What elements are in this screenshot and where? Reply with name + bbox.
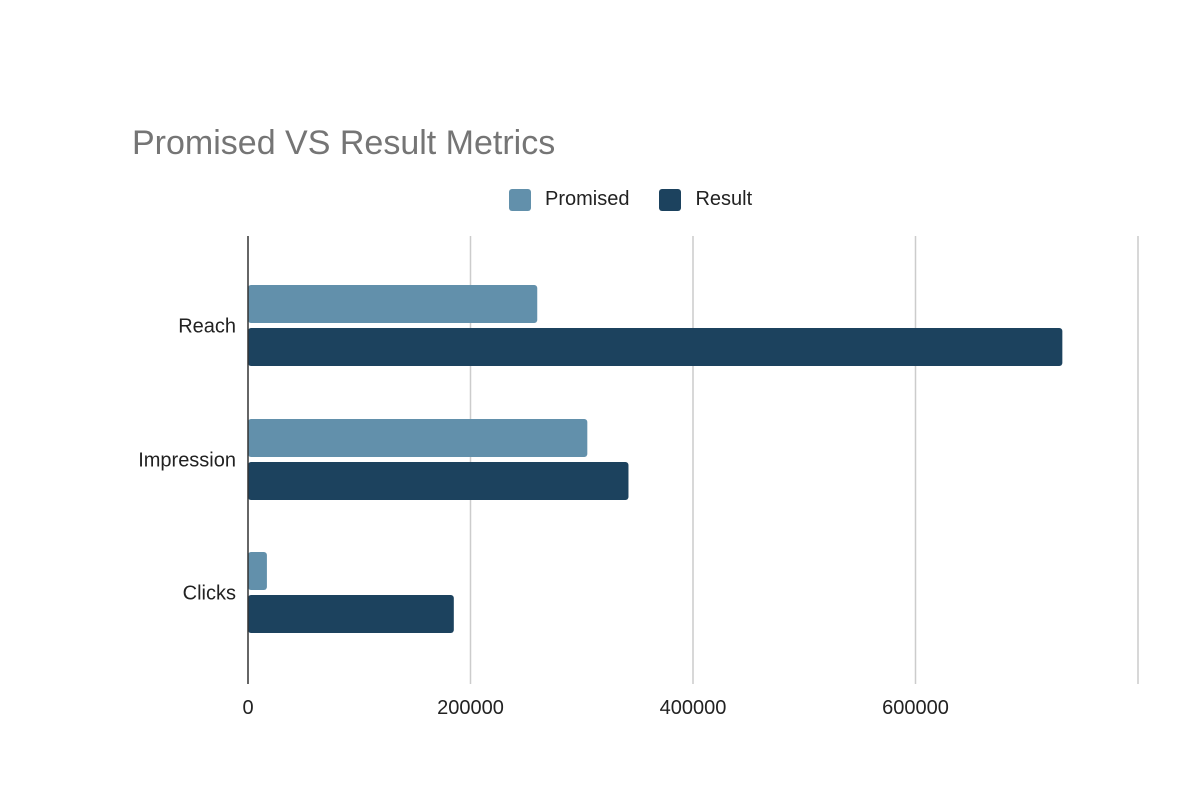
y-tick-label-reach: Reach (178, 316, 236, 338)
legend-swatch-result (659, 188, 682, 211)
y-tick-label-impression: Impression (138, 450, 236, 472)
chart-title: Promised VS Result Metrics (132, 124, 556, 162)
bar-result-impression[interactable] (248, 462, 629, 500)
legend-item-promised[interactable]: Promised (509, 188, 629, 211)
legend: Promised Result (509, 188, 752, 211)
legend-item-result[interactable]: Result (659, 188, 752, 211)
x-tick-label-400000: 400000 (660, 697, 727, 719)
bar-layer (248, 285, 1063, 633)
x-tick-label-600000: 600000 (882, 697, 949, 719)
y-tick-label-clicks: Clicks (183, 583, 236, 605)
grid-layer (469, 236, 1139, 684)
label-layer: 0 200000 400000 600000 Reach Impression Clicks (138, 316, 949, 720)
bar-promised-reach[interactable] (248, 285, 538, 323)
legend-swatch-promised (509, 188, 531, 211)
bar-result-reach[interactable] (248, 328, 1063, 366)
bar-promised-clicks[interactable] (248, 552, 267, 590)
bar-promised-impression[interactable] (248, 419, 588, 457)
x-tick-label-200000: 200000 (437, 697, 504, 719)
legend-label-promised: Promised (545, 188, 630, 210)
bar-result-clicks[interactable] (248, 595, 454, 633)
x-tick-label-0: 0 (242, 697, 253, 719)
legend-label-result: Result (695, 188, 753, 210)
